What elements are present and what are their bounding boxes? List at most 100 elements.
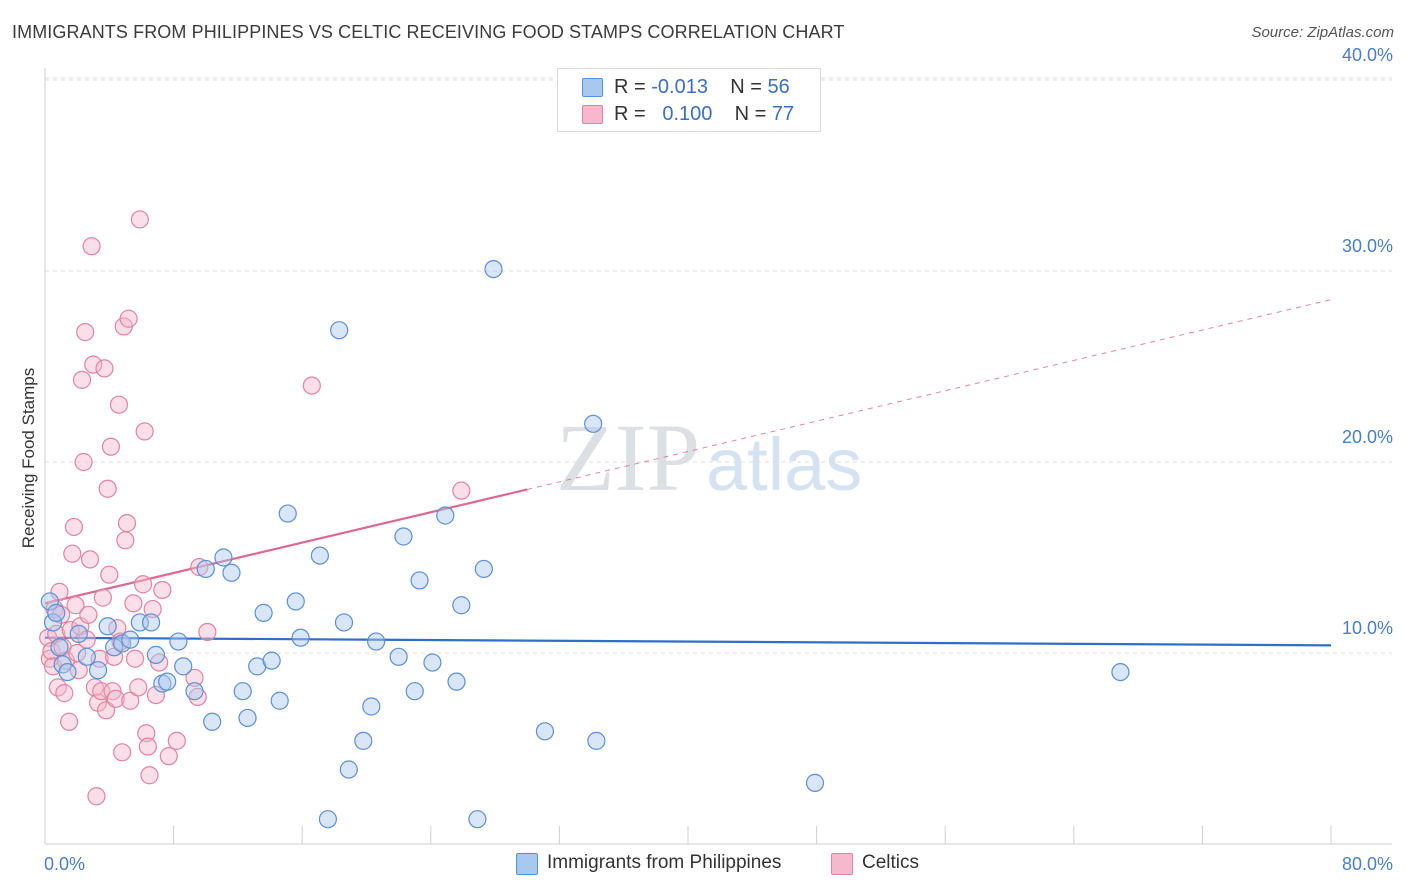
philippines-point (158, 672, 177, 691)
philippines-point (334, 613, 354, 632)
philippines-point (270, 691, 289, 710)
celtics-point (95, 359, 114, 378)
grid-lines (45, 77, 1392, 654)
philippines-point (98, 617, 117, 636)
celtics-point (159, 747, 178, 766)
celtics-point (101, 437, 121, 456)
legend-r-value: -0.013 (651, 76, 708, 98)
x-tick-label: 80.0% (1342, 854, 1393, 874)
philippines-point (291, 628, 310, 647)
philippines-point (447, 672, 466, 691)
celtics-point (129, 678, 148, 697)
celtics-point (79, 605, 98, 624)
philippines-point (174, 657, 193, 676)
celtics-point (105, 647, 124, 666)
celtics-point (188, 687, 207, 707)
celtics-point (84, 355, 103, 374)
legend-n-value: 56 (767, 76, 790, 98)
philippines-point (141, 613, 161, 632)
axes (44, 68, 1392, 845)
celtics-point (76, 323, 95, 342)
legend-swatch-blue (582, 78, 603, 97)
philippines-point (452, 596, 471, 615)
philippines-point (77, 647, 96, 666)
philippines-point (47, 603, 66, 622)
philippines-point (468, 810, 487, 829)
trend-lines (44, 299, 1332, 647)
celtics-point (119, 309, 138, 328)
y-axis-title: Receiving Food Stamps (19, 368, 38, 548)
y-tick-label: 20.0% (1342, 427, 1393, 447)
celtics-point (167, 731, 186, 750)
celtics-point (146, 685, 166, 705)
philippines-point (436, 506, 455, 525)
celtics-point (69, 661, 88, 680)
philippines-point (584, 414, 603, 433)
celtics-point (109, 395, 129, 414)
celtics-point (124, 594, 143, 613)
philippines-point (40, 592, 59, 611)
philippines-point (238, 708, 257, 728)
philippines-point (310, 546, 329, 565)
celtics-point (50, 582, 69, 601)
celtics-point (133, 575, 153, 594)
philippines-point (389, 647, 408, 666)
philippines-point (233, 682, 252, 701)
philippines-point (203, 712, 222, 731)
celtics-point (143, 599, 162, 619)
celtics-point (66, 596, 85, 615)
source-label: Source: ZipAtlas.com (1251, 24, 1394, 41)
bottom-legend-label: Immigrants from Philippines (547, 852, 782, 873)
celtics-point (137, 724, 156, 743)
legend-n-value: 77 (771, 103, 795, 125)
legend-r-value: 0.100 (662, 103, 713, 125)
celtics-point (113, 743, 132, 762)
philippines-point (69, 624, 88, 644)
philippines-point (50, 638, 69, 657)
bottom-swatch-pink (831, 853, 853, 875)
philippines-point (262, 651, 281, 670)
celtics-point (135, 422, 154, 441)
philippines-trend-line (44, 636, 1332, 647)
y-tick-label: 40.0% (1342, 45, 1393, 65)
legend-text: R = -0.013 N = 56 (614, 76, 790, 99)
philippines-point (58, 662, 77, 682)
celtics-point (125, 649, 145, 668)
philippines-point (43, 613, 63, 632)
legend-n-label: N = (734, 103, 767, 125)
tick-labels: 10.0% 20.0% 30.0% 40.0% 0.0% 80.0% (44, 45, 1393, 874)
watermark: ZIPatlas (556, 402, 862, 513)
philippines-point (169, 632, 188, 651)
philippines-point (278, 504, 297, 523)
philippines-point (484, 259, 503, 279)
celtics-point (140, 766, 159, 785)
watermark-zip: ZIP (556, 404, 700, 511)
philippines-point (330, 321, 349, 340)
philippines-point (185, 682, 204, 701)
philippines-point (587, 731, 606, 750)
celtics-point (82, 237, 101, 256)
philippines-point (222, 563, 241, 582)
philippines-point (394, 527, 413, 546)
philippines-point (1111, 662, 1130, 682)
philippines-point (367, 632, 386, 651)
philippines-point (362, 697, 381, 716)
philippines-point (214, 548, 233, 567)
celtics-point (130, 210, 149, 229)
celtics-point (74, 452, 93, 472)
philippines-point (146, 645, 166, 665)
celtics-points (39, 210, 471, 806)
watermark-atlas: atlas (706, 423, 863, 506)
philippines-point (318, 810, 338, 829)
philippines-point (196, 559, 215, 579)
celtics-point (452, 481, 471, 500)
philippines-point (805, 773, 825, 792)
bottom-legend-philippines[interactable]: Immigrants from Philippines (516, 852, 782, 875)
bottom-legend-celtics[interactable]: Celtics (831, 852, 919, 875)
chart-title: IMMIGRANTS FROM PHILIPPINES VS CELTIC RE… (12, 22, 845, 42)
philippines-point (405, 682, 424, 701)
celtics-point (198, 622, 217, 642)
celtics-point (121, 691, 140, 710)
philippines-point (354, 731, 373, 750)
celtics-point (87, 787, 106, 806)
